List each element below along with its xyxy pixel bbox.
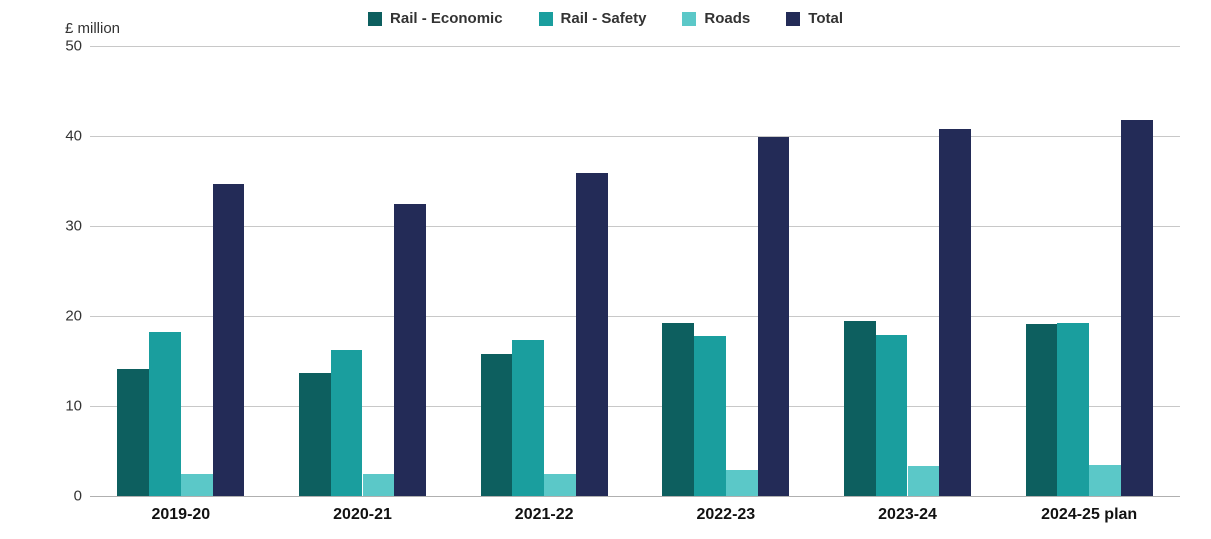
bar [576, 173, 608, 496]
bar [694, 336, 726, 496]
legend-label: Total [808, 10, 843, 27]
x-tick-label: 2019-20 [151, 496, 210, 524]
bar [1057, 323, 1089, 496]
bar [299, 373, 331, 496]
bar [844, 321, 876, 497]
legend-swatch [786, 12, 800, 26]
legend: Rail - Economic Rail - Safety Roads Total [0, 10, 1211, 27]
y-tick-label: 20 [65, 308, 90, 325]
gridline [90, 496, 1180, 497]
bar [213, 184, 245, 496]
x-tick-label: 2020-21 [333, 496, 392, 524]
legend-item: Rail - Economic [368, 10, 503, 27]
legend-swatch [368, 12, 382, 26]
y-tick-label: 0 [74, 488, 90, 505]
bar [481, 354, 513, 496]
bar [1026, 324, 1058, 496]
x-tick-label: 2022-23 [696, 496, 755, 524]
bar [726, 470, 758, 496]
legend-label: Rail - Economic [390, 10, 503, 27]
legend-item: Total [786, 10, 843, 27]
bar [544, 474, 576, 497]
bar [908, 466, 940, 496]
x-tick-label: 2023-24 [878, 496, 937, 524]
legend-item: Rail - Safety [539, 10, 647, 27]
bar [181, 474, 213, 496]
bar [1121, 120, 1153, 496]
bars-layer [90, 46, 1180, 496]
legend-label: Roads [704, 10, 750, 27]
bar [939, 129, 971, 496]
y-tick-label: 30 [65, 218, 90, 235]
bar [117, 369, 149, 496]
bar [876, 335, 908, 496]
y-axis-title: £ million [65, 20, 120, 37]
bar [1089, 465, 1121, 496]
bar [758, 137, 790, 496]
bar [149, 332, 181, 496]
legend-label: Rail - Safety [561, 10, 647, 27]
y-tick-label: 40 [65, 128, 90, 145]
legend-item: Roads [682, 10, 750, 27]
legend-swatch [682, 12, 696, 26]
x-tick-label: 2021-22 [515, 496, 574, 524]
x-tick-label: 2024-25 plan [1041, 496, 1137, 524]
bar [662, 323, 694, 496]
chart-container: Rail - Economic Rail - Safety Roads Total £… [0, 0, 1211, 539]
bar [394, 204, 426, 496]
bar [331, 350, 363, 496]
bar [363, 474, 395, 496]
y-tick-label: 10 [65, 398, 90, 415]
bar [512, 340, 544, 496]
plot-area: 01020304050 2019-202020-212021-222022-23… [90, 46, 1180, 496]
y-tick-label: 50 [65, 38, 90, 55]
legend-swatch [539, 12, 553, 26]
